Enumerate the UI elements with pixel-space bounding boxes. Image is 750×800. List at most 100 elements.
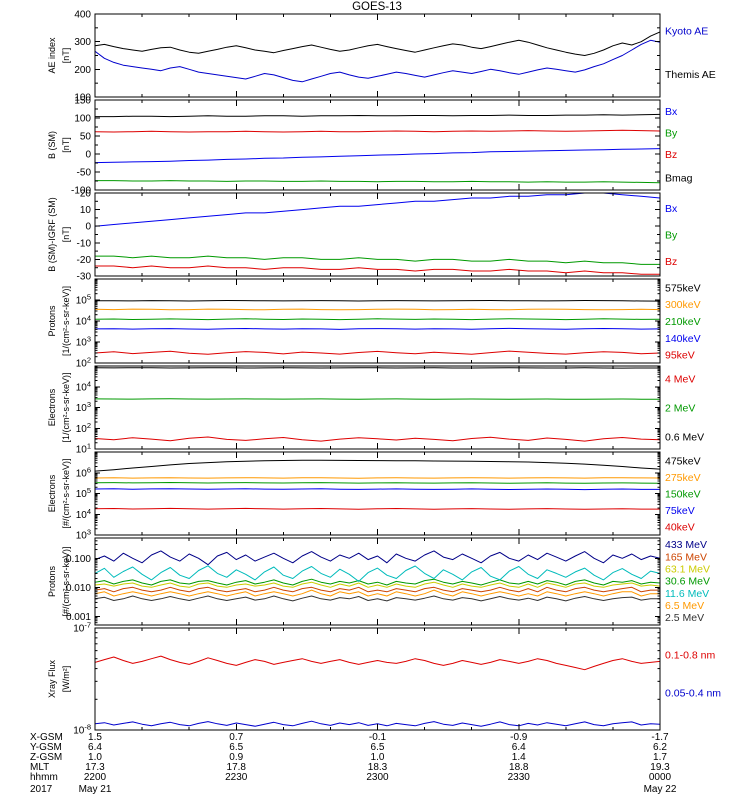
chart-title: GOES-13 — [352, 1, 402, 13]
panel-series-group-3 — [95, 300, 660, 355]
y-axis-name: Protons — [47, 305, 57, 337]
series-line-0.1-0.8-nm — [95, 655, 660, 671]
ephemeris-value: 6.5 — [371, 742, 385, 753]
ephemeris-value: 19.3 — [650, 762, 670, 773]
series-line-575kev — [95, 300, 660, 302]
y-tick-label: 50 — [80, 132, 92, 143]
legend-label-150kev: 150keV — [665, 489, 701, 501]
ephemeris-row-label: Z-GSM — [30, 752, 62, 763]
ephemeris-row-label: MLT — [30, 762, 49, 773]
y-tick-label: 102 — [76, 421, 91, 435]
ephemeris-value: 18.8 — [509, 762, 529, 773]
legend-label-0.1-0.8-nm: 0.1-0.8 nm — [665, 650, 715, 662]
y-tick-label: 10 — [80, 205, 92, 216]
series-line-by — [95, 180, 660, 184]
ephemeris-value: 2230 — [225, 772, 248, 783]
ephemeris-value: May 22 — [644, 784, 677, 795]
series-line-30.6-mev — [95, 578, 660, 586]
series-line-bx — [95, 148, 660, 164]
y-axis-name: Electrons — [47, 474, 57, 512]
legend-label-63.1-mev: 63.1 MeV — [665, 563, 710, 575]
y-axis-units: [nT] — [61, 137, 71, 153]
panel-border — [94, 627, 661, 731]
legend-label-275kev: 275keV — [665, 472, 701, 484]
y-tick-label: 400 — [74, 10, 91, 21]
panel-series-group-4 — [95, 367, 660, 442]
y-axis-units: [1/(cm²-s-sr-keV)] — [61, 373, 71, 443]
legend-label-475kev: 475keV — [665, 455, 701, 467]
y-tick-label: 300 — [74, 37, 91, 48]
panel-series-group-7 — [95, 655, 660, 727]
legend-label-bx: Bx — [665, 106, 678, 118]
y-axis-name: B (SM) — [47, 131, 57, 159]
legend-label-433-mev: 433 MeV — [665, 539, 707, 551]
legend-label-4-mev: 4 MeV — [665, 373, 695, 385]
y-axis-name: B (SM)-IGRF (SM) — [47, 197, 57, 272]
ephemeris-value: May 21 — [79, 784, 112, 795]
y-tick-label: 103 — [76, 528, 91, 542]
ephemeris-value: -0.1 — [369, 732, 387, 743]
y-tick-label: -50 — [77, 168, 92, 179]
y-axis-units: [W/m²] — [61, 666, 71, 693]
legend-label-bz: Bz — [665, 256, 677, 268]
series-line-0.05-0.4-nm — [95, 720, 660, 727]
y-tick-label: 104 — [76, 379, 91, 393]
series-line-by — [95, 255, 660, 265]
ephemeris-value: 2330 — [508, 772, 531, 783]
y-axis-units: [1/(cm²-s-sr-keV)] — [61, 286, 71, 356]
ephemeris-value: 2200 — [84, 772, 107, 783]
y-axis-name: Xray Flux — [47, 659, 57, 698]
series-line-6.5-mev — [95, 589, 660, 597]
y-tick-label: 103 — [76, 335, 91, 349]
ephemeris-value: 6.4 — [88, 742, 102, 753]
panel-border — [94, 365, 661, 450]
legend-label-2.5-mev: 2.5 MeV — [665, 612, 704, 624]
y-tick-label: 104 — [76, 507, 91, 521]
legend-label-kyoto-ae: Kyoto AE — [665, 26, 708, 38]
y-tick-label: 0 — [85, 150, 91, 161]
legend-label-bmag: Bmag — [665, 172, 693, 184]
ephemeris-value: 0000 — [649, 772, 672, 783]
ephemeris-value: 1.0 — [88, 752, 102, 763]
y-tick-label: 100 — [74, 93, 91, 104]
panel-series-group-6 — [95, 550, 660, 602]
y-axis-name: Electrons — [47, 388, 57, 426]
panel-border — [94, 99, 661, 191]
legend-label-11.6-mev: 11.6 MeV — [665, 588, 709, 600]
legend-label-210kev: 210keV — [665, 316, 701, 328]
y-tick-label: 105 — [76, 486, 91, 500]
y-tick-label: 101 — [76, 442, 91, 456]
ephemeris-row-label: hhmm — [30, 772, 58, 783]
ephemeris-value: -0.9 — [510, 732, 528, 743]
ephemeris-value: 1.5 — [88, 732, 102, 743]
series-line-475kev — [95, 459, 660, 472]
y-axis-units: [nT] — [61, 227, 71, 243]
legend-label-75kev: 75keV — [665, 505, 695, 517]
legend-label-2-mev: 2 MeV — [665, 403, 695, 415]
y-tick-label: -30 — [77, 272, 92, 283]
y-tick-label: -10 — [77, 238, 92, 249]
ephemeris-row-label: Y-GSM — [30, 742, 62, 753]
y-tick-label: 102 — [76, 356, 91, 370]
series-line-140kev — [95, 327, 660, 330]
series-line-11.6-mev — [95, 565, 660, 582]
y-tick-label: -20 — [77, 255, 92, 266]
panel-series-group-1 — [95, 113, 660, 184]
ephemeris-value: 17.3 — [85, 762, 105, 773]
series-line-75kev — [95, 488, 660, 491]
ephemeris-value: 1.0 — [371, 752, 385, 763]
y-tick-label: 0.100 — [66, 554, 91, 565]
series-line-40kev — [95, 507, 660, 510]
series-line-150kev — [95, 482, 660, 484]
series-line-433-mev — [95, 550, 660, 566]
legend-label-by: By — [665, 127, 678, 139]
ephemeris-value: 6.2 — [653, 742, 667, 753]
ephemeris-value: 1.4 — [512, 752, 526, 763]
legend-label-by: By — [665, 230, 678, 242]
panel-series-group-0 — [95, 31, 660, 83]
legend-label-0.6-mev: 0.6 MeV — [665, 432, 704, 444]
legend-label-300kev: 300keV — [665, 299, 701, 311]
panel-border — [94, 192, 661, 277]
